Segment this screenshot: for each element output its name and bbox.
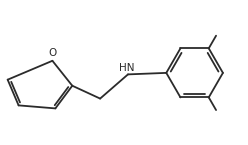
Text: O: O [48, 48, 57, 58]
Text: HN: HN [119, 62, 134, 72]
